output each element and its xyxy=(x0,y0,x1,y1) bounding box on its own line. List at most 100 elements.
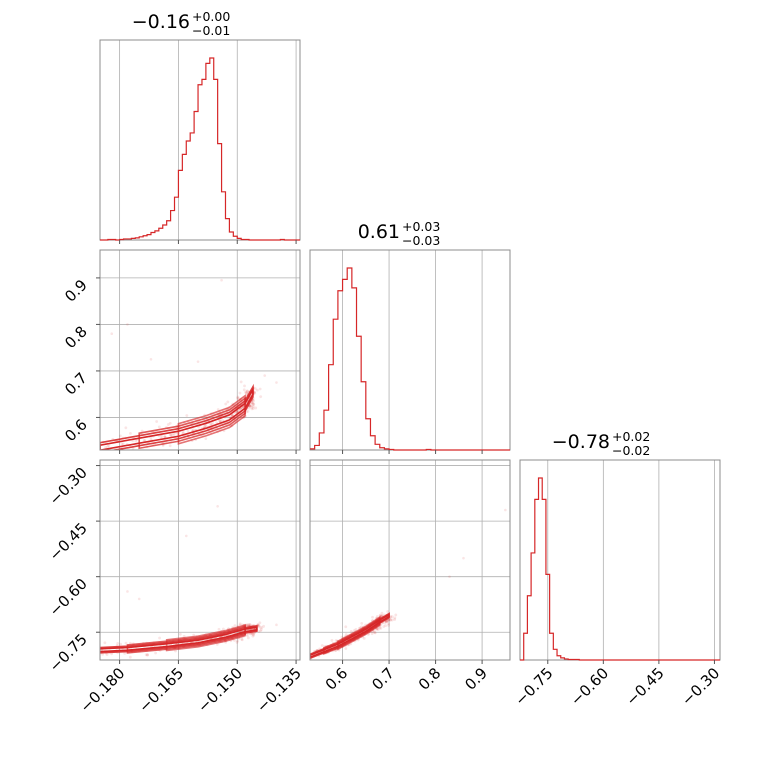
sample-point xyxy=(252,633,256,637)
sample-point xyxy=(250,632,254,636)
sample-point xyxy=(101,652,104,656)
sample-point xyxy=(252,405,255,408)
outlier-point-1 xyxy=(110,332,114,336)
sample-point xyxy=(191,428,195,432)
sample-point xyxy=(384,620,388,624)
sample-point xyxy=(204,423,208,427)
sample-point xyxy=(251,402,255,406)
param-0-title-plus: +0.00 xyxy=(192,9,230,24)
sample-point xyxy=(393,616,397,620)
sample-point xyxy=(168,433,172,437)
sample-point xyxy=(93,444,96,447)
sample-point xyxy=(254,406,258,410)
sample-point xyxy=(385,620,388,624)
sample-point xyxy=(250,405,254,409)
outlier-point-2 xyxy=(137,597,141,601)
sample-point xyxy=(240,637,244,641)
sample-point xyxy=(245,623,249,627)
sample-point xyxy=(158,636,161,640)
sample-point xyxy=(217,419,221,423)
sample-point xyxy=(247,406,251,410)
sample-point xyxy=(320,644,324,647)
sample-point xyxy=(216,408,220,411)
x-tick-label-2-0: −0.75 xyxy=(511,664,556,709)
sample-point xyxy=(386,619,389,622)
sample-point xyxy=(146,653,149,657)
sample-point xyxy=(389,618,393,622)
panel-0-content xyxy=(93,278,278,453)
sample-point xyxy=(354,628,358,631)
panel-1-contour-3 xyxy=(165,623,246,652)
x-tick-label-2-2: −0.45 xyxy=(622,664,667,709)
sample-point xyxy=(246,389,249,393)
x-tick-label-1-2: 0.8 xyxy=(415,664,445,694)
panel-2-content xyxy=(310,508,507,660)
sample-point xyxy=(260,626,264,629)
sample-point xyxy=(238,391,242,395)
outlier-point-0 xyxy=(448,575,451,578)
sample-point xyxy=(219,419,222,423)
sample-point xyxy=(233,639,236,642)
sample-point xyxy=(124,426,128,430)
sample-point xyxy=(224,402,228,406)
sample-point xyxy=(258,621,262,625)
sample-point xyxy=(170,433,174,437)
sample-point xyxy=(344,625,348,629)
outlier-point-0 xyxy=(126,323,129,326)
outlier-point-1 xyxy=(184,534,188,538)
sample-point xyxy=(330,639,334,642)
sample-point xyxy=(379,626,383,630)
sample-point xyxy=(373,631,376,635)
sample-point xyxy=(204,437,208,441)
sample-point xyxy=(119,642,123,646)
sample-point xyxy=(234,411,238,415)
param-1-title-minus: −0.03 xyxy=(402,233,440,248)
sample-point xyxy=(349,630,353,633)
y-tick-label-1-3: 0.9 xyxy=(61,276,91,306)
sample-point xyxy=(362,636,366,640)
sample-point xyxy=(168,421,172,425)
sample-point xyxy=(97,446,100,449)
scatter-panel-0-2 xyxy=(90,459,301,664)
sample-point xyxy=(259,629,262,633)
sample-point xyxy=(129,431,132,435)
x-tick-label-1-1: 0.7 xyxy=(368,664,398,694)
sample-point xyxy=(371,615,374,619)
sample-point xyxy=(383,621,386,625)
sample-point xyxy=(251,403,255,407)
hist-panel-1: 0.61 +0.03−0.03 xyxy=(309,219,511,454)
x-tick-label-1-3: 0.9 xyxy=(461,664,491,694)
panel-0-contour-1 xyxy=(100,383,254,450)
y-tick-label-2-2: −0.45 xyxy=(46,519,91,564)
sample-point xyxy=(243,384,246,388)
sample-point xyxy=(197,425,201,429)
sample-point xyxy=(245,634,249,638)
sample-point xyxy=(393,618,397,621)
sample-point xyxy=(202,424,206,428)
sample-point xyxy=(257,624,261,628)
sample-point xyxy=(245,391,249,395)
sample-point xyxy=(244,391,248,395)
panel-0-contour-3 xyxy=(177,394,246,445)
sample-point xyxy=(104,445,108,449)
sample-point xyxy=(90,648,93,651)
sample-point xyxy=(238,622,242,626)
sample-point xyxy=(390,618,394,622)
sample-point xyxy=(181,430,185,434)
sample-point xyxy=(242,388,246,392)
sample-point xyxy=(250,407,254,411)
x-tick-label-0-0: −0.180 xyxy=(76,664,128,716)
outlier-point-3 xyxy=(126,590,129,593)
sample-point xyxy=(169,433,173,437)
sample-point xyxy=(102,450,105,453)
outlier-point-2 xyxy=(504,508,507,512)
sample-point xyxy=(248,623,252,626)
sample-point xyxy=(380,614,384,618)
param-0-title-value: −0.16 xyxy=(132,11,190,33)
x-tick-label-1-0: 0.6 xyxy=(322,664,352,694)
sample-point xyxy=(235,641,239,644)
sample-point xyxy=(233,624,237,628)
sample-point xyxy=(387,618,391,622)
outlier-point-1 xyxy=(462,556,465,560)
